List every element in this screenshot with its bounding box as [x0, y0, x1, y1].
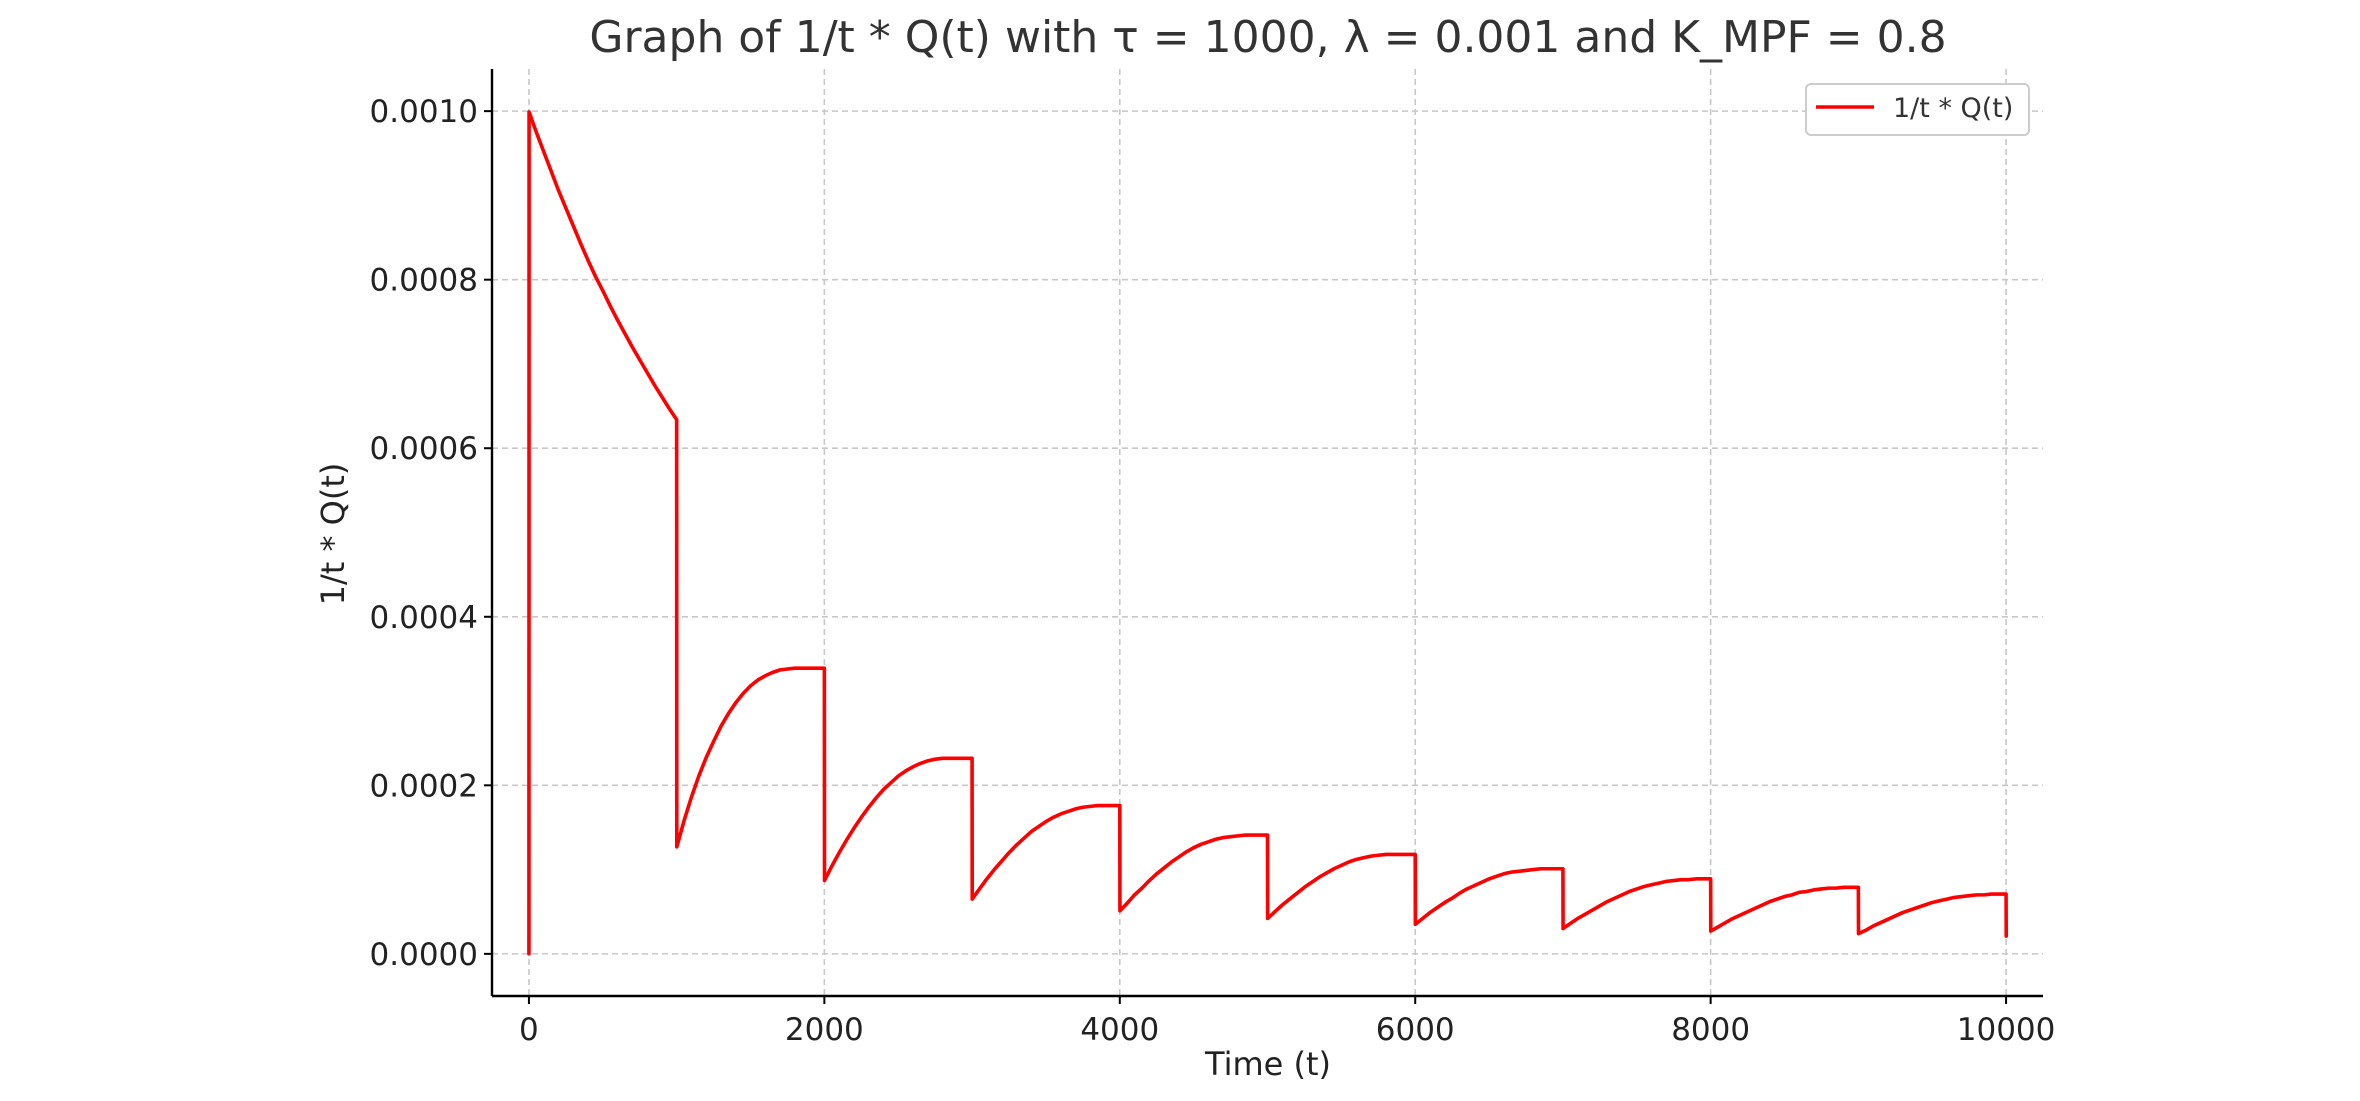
gridlines	[492, 69, 2043, 996]
x-ticks: 0 2000 4000 6000 8000 10000	[519, 996, 2055, 1048]
x-tick-label: 6000	[1376, 1012, 1455, 1048]
series-layer	[527, 110, 2009, 956]
x-tick-label: 0	[519, 1012, 539, 1048]
series-line	[527, 110, 2009, 956]
y-tick-label: 0.0004	[370, 600, 478, 636]
x-tick-label: 4000	[1080, 1012, 1159, 1048]
chart-title: Graph of 1/t * Q(t) with τ = 1000, λ = 0…	[589, 12, 1946, 63]
legend-box	[1805, 83, 2030, 136]
y-ticks: 0.0000 0.0002 0.0004 0.0006 0.0008 0.0010	[370, 94, 492, 973]
x-tick-label: 8000	[1671, 1012, 1750, 1048]
legend-label: 1/t * Q(t)	[1893, 93, 2013, 124]
x-tick-label: 2000	[785, 1012, 864, 1048]
x-axis-label: Time (t)	[1204, 1045, 1331, 1083]
y-tick-label: 0.0010	[370, 94, 478, 130]
y-axis-label: 1/t * Q(t)	[314, 463, 352, 606]
y-tick-label: 0.0002	[370, 768, 478, 804]
y-tick-label: 0.0000	[370, 937, 478, 973]
legend: 1/t * Q(t)	[1805, 83, 2030, 136]
y-tick-label: 0.0006	[370, 431, 478, 467]
axes	[490, 69, 2043, 998]
y-tick-label: 0.0008	[370, 263, 478, 299]
x-tick-label: 10000	[1957, 1012, 2056, 1048]
